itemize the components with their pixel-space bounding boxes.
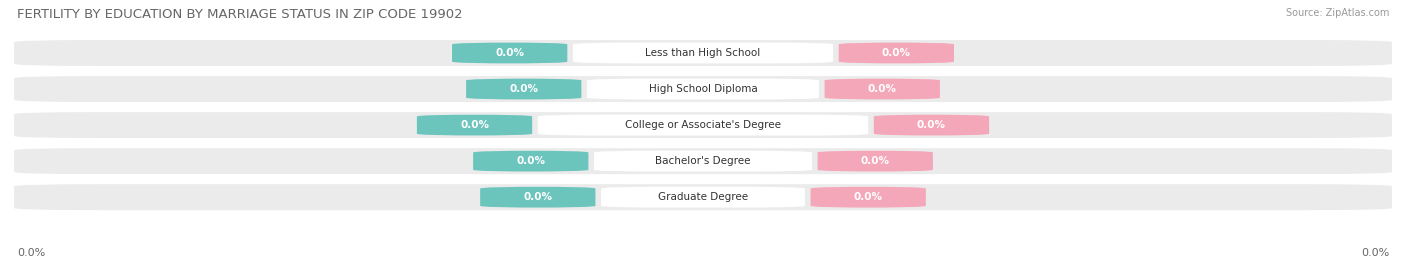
FancyBboxPatch shape xyxy=(479,187,596,208)
Text: 0.0%: 0.0% xyxy=(509,84,538,94)
FancyBboxPatch shape xyxy=(472,151,588,172)
Text: FERTILITY BY EDUCATION BY MARRIAGE STATUS IN ZIP CODE 19902: FERTILITY BY EDUCATION BY MARRIAGE STATU… xyxy=(17,8,463,21)
Text: Less than High School: Less than High School xyxy=(645,48,761,58)
Text: 0.0%: 0.0% xyxy=(495,48,524,58)
FancyBboxPatch shape xyxy=(873,115,988,136)
FancyBboxPatch shape xyxy=(14,76,1392,102)
FancyBboxPatch shape xyxy=(451,43,567,63)
Text: 0.0%: 0.0% xyxy=(516,156,546,166)
FancyBboxPatch shape xyxy=(14,40,1392,66)
Text: 0.0%: 0.0% xyxy=(460,120,489,130)
FancyBboxPatch shape xyxy=(14,112,1392,138)
FancyBboxPatch shape xyxy=(824,79,939,100)
FancyBboxPatch shape xyxy=(810,187,927,208)
FancyBboxPatch shape xyxy=(602,187,806,208)
FancyBboxPatch shape xyxy=(818,151,934,172)
Text: Source: ZipAtlas.com: Source: ZipAtlas.com xyxy=(1285,8,1389,18)
Text: 0.0%: 0.0% xyxy=(523,192,553,202)
FancyBboxPatch shape xyxy=(839,43,953,63)
Text: 0.0%: 0.0% xyxy=(17,248,45,258)
Text: 0.0%: 0.0% xyxy=(868,84,897,94)
Text: 0.0%: 0.0% xyxy=(1361,248,1389,258)
Text: High School Diploma: High School Diploma xyxy=(648,84,758,94)
Text: 0.0%: 0.0% xyxy=(860,156,890,166)
Text: 0.0%: 0.0% xyxy=(882,48,911,58)
FancyBboxPatch shape xyxy=(588,79,818,100)
Text: College or Associate's Degree: College or Associate's Degree xyxy=(626,120,780,130)
FancyBboxPatch shape xyxy=(574,43,832,63)
FancyBboxPatch shape xyxy=(14,184,1392,210)
Text: 0.0%: 0.0% xyxy=(917,120,946,130)
FancyBboxPatch shape xyxy=(537,115,868,136)
FancyBboxPatch shape xyxy=(416,115,533,136)
Text: 0.0%: 0.0% xyxy=(853,192,883,202)
FancyBboxPatch shape xyxy=(14,148,1392,174)
FancyBboxPatch shape xyxy=(593,151,813,172)
Text: Bachelor's Degree: Bachelor's Degree xyxy=(655,156,751,166)
Text: Graduate Degree: Graduate Degree xyxy=(658,192,748,202)
FancyBboxPatch shape xyxy=(465,79,582,100)
